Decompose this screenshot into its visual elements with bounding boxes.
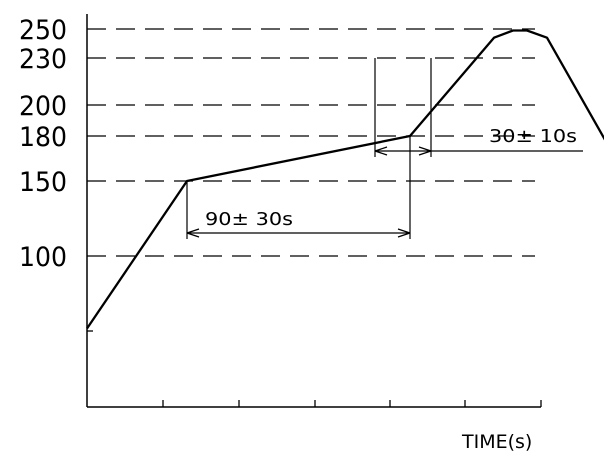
arrow-90s-left <box>186 228 200 238</box>
x-axis-label: TIME(s) <box>461 431 532 453</box>
y-tick-label-100: 100 <box>19 242 67 273</box>
x-tick-marks <box>87 330 542 407</box>
temperature-profile-line <box>86 29 604 330</box>
y-tick-label-180: 180 <box>19 122 67 153</box>
y-tick-label-150: 150 <box>19 167 67 198</box>
annotation-90s-label: 90± 30s <box>205 209 293 230</box>
reference-lines <box>87 28 535 257</box>
annotation-30s-label: 30± 10s <box>489 126 577 147</box>
arrow-30s-left <box>374 146 388 156</box>
y-tick-label-230: 230 <box>19 44 67 75</box>
y-tick-label-200: 200 <box>19 91 67 122</box>
axes <box>86 14 541 408</box>
arrow-30s-right <box>418 146 432 156</box>
y-tick-label-250: 250 <box>19 15 67 46</box>
annotations: 90± 30s 30± 10s <box>186 126 583 238</box>
dimension-leader-lines <box>186 58 432 239</box>
arrow-90s-right <box>397 228 411 238</box>
